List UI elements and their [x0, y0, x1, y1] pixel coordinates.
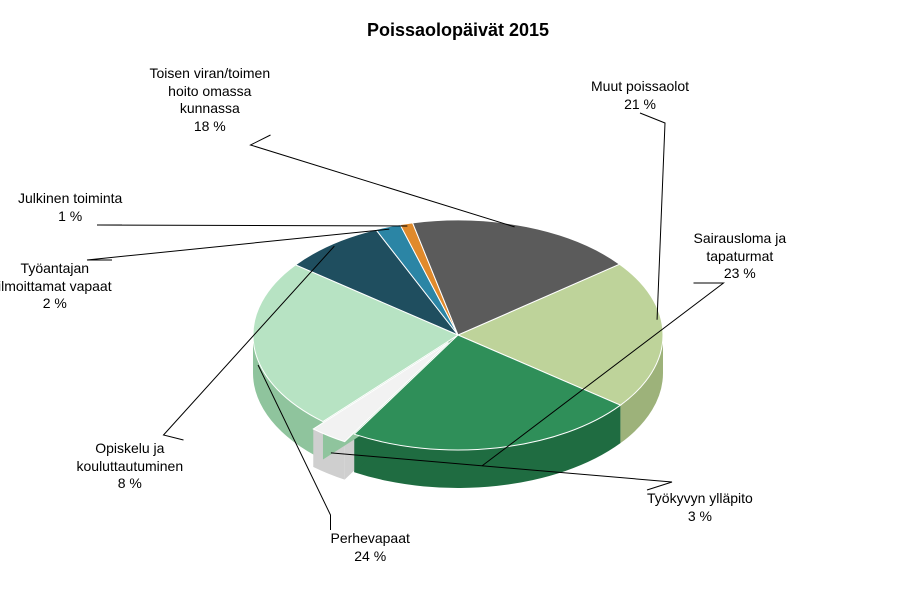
slice-label: Työantajan ilmoittamat vapaat 2 % [0, 260, 112, 313]
slice-label: Perhevapaat 24 % [331, 530, 410, 565]
slice-label: Työkyvyn ylläpito 3 % [647, 490, 753, 525]
leader-lines [0, 0, 916, 612]
slice-label: Muut poissaolot 21 % [591, 78, 689, 113]
slice-label: Sairausloma ja tapaturmat 23 % [694, 230, 787, 283]
pie-chart-3d: Poissaolopäivät 2015 Muut poissaolot 21 … [0, 0, 916, 612]
slice-label: Opiskelu ja kouluttautuminen 8 % [77, 440, 184, 493]
slice-label: Toisen viran/toimen hoito omassa kunnass… [150, 65, 271, 135]
slice-label: Julkinen toiminta 1 % [18, 190, 122, 225]
